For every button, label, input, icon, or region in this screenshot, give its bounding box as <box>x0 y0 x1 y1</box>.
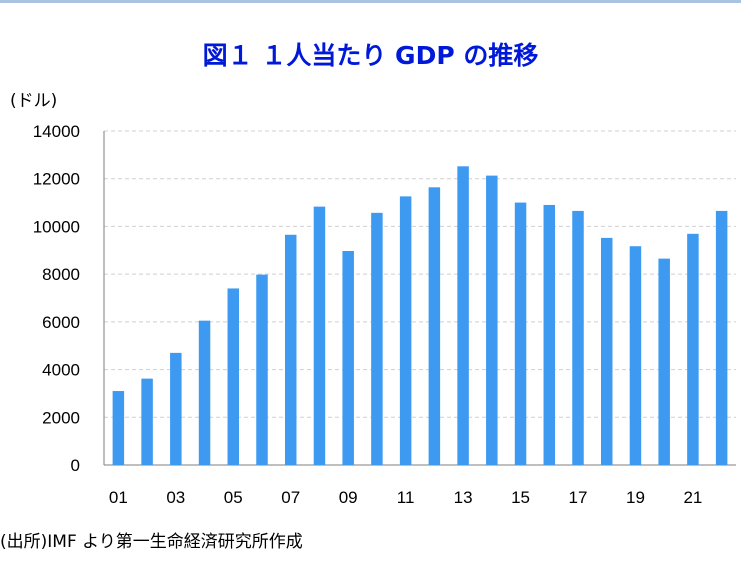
x-tick-label: 13 <box>454 488 473 507</box>
top-rule <box>0 0 741 3</box>
bar-17 <box>572 210 584 465</box>
bar-08 <box>313 206 326 465</box>
bar-14 <box>486 175 498 465</box>
bar-07 <box>284 234 297 465</box>
x-tick-label: 09 <box>339 488 358 507</box>
x-tick-label: 05 <box>224 488 243 507</box>
bar-16 <box>543 204 556 465</box>
y-tick-labels: 0 2000 4000 6000 8000 10000 12000 14000 <box>33 122 80 475</box>
bars <box>112 166 728 466</box>
bar-21 <box>687 233 699 465</box>
bar-03 <box>170 352 182 465</box>
y-tick-label: 4000 <box>42 361 80 380</box>
x-tick-label: 15 <box>511 488 530 507</box>
x-tick-label: 07 <box>281 488 300 507</box>
bar-20 <box>658 258 670 465</box>
bar-09 <box>342 251 354 465</box>
bar-11 <box>399 196 412 465</box>
y-tick-label: 2000 <box>42 408 80 427</box>
bar-13 <box>457 166 469 465</box>
bar-02 <box>141 378 153 465</box>
bar-06 <box>256 274 268 465</box>
y-tick-label: 6000 <box>42 313 80 332</box>
source-note: (出所)IMF より第一生命経済研究所作成 <box>0 532 303 552</box>
x-tick-label: 03 <box>166 488 185 507</box>
y-axis-unit-label: (ドル) <box>10 91 58 111</box>
x-tick-labels: 01 03 05 07 09 11 13 15 17 19 21 <box>109 488 702 507</box>
y-tick-label: 8000 <box>42 265 80 284</box>
bar-15 <box>514 202 527 466</box>
bar-05 <box>227 288 240 465</box>
chart-title: 図１ １人当たり GDP の推移 <box>202 41 539 70</box>
bar-22 <box>715 210 728 465</box>
bar-01 <box>112 391 125 465</box>
x-tick-label: 17 <box>569 488 588 507</box>
x-tick-label: 11 <box>397 488 415 507</box>
x-tick-label: 21 <box>683 488 702 507</box>
bar-19 <box>629 246 642 465</box>
bar-10 <box>371 212 383 465</box>
bar-12 <box>428 187 441 465</box>
y-tick-label: 12000 <box>33 170 80 189</box>
y-tick-label: 14000 <box>33 122 80 141</box>
y-tick-label: 10000 <box>33 217 80 236</box>
bar-18 <box>600 237 613 465</box>
y-tick-label: 0 <box>71 456 80 475</box>
x-tick-label: 19 <box>626 488 645 507</box>
bar-04 <box>198 320 211 465</box>
x-tick-label: 01 <box>109 488 128 507</box>
